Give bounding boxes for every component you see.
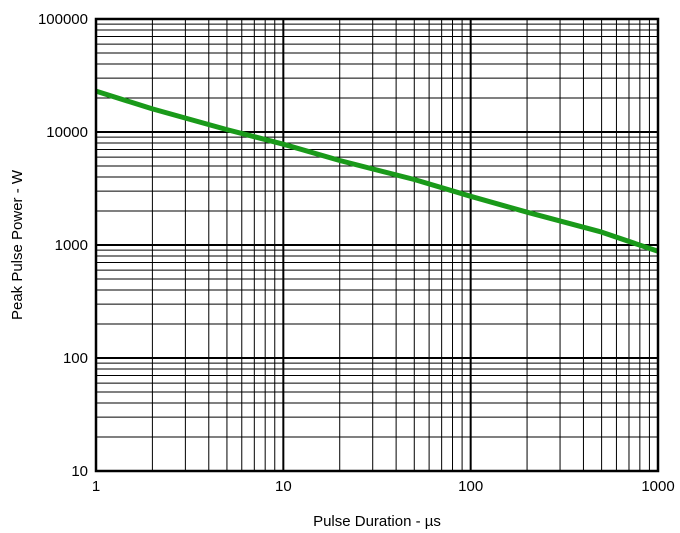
y-tick-label: 10000	[46, 124, 88, 141]
x-tick-label: 1	[92, 478, 100, 495]
x-tick-label: 10	[275, 478, 292, 495]
y-tick-label: 10	[71, 463, 88, 480]
x-tick-labels: 1 10 100 1000	[92, 478, 675, 495]
x-tick-label: 100	[458, 478, 483, 495]
y-tick-label: 100000	[38, 11, 88, 28]
x-axis-label: Pulse Duration - µs	[313, 513, 441, 530]
grid-lines	[96, 19, 658, 471]
series-group	[95, 88, 659, 254]
series-line-1	[95, 88, 659, 254]
plot-frame	[94, 17, 660, 473]
x-tick-label: 1000	[641, 478, 674, 495]
y-tick-label: 100	[63, 350, 88, 367]
y-tick-labels: 10 100 1000 10000 100000	[38, 11, 88, 480]
y-axis-label: Peak Pulse Power - W	[9, 169, 26, 320]
y-tick-label: 1000	[55, 237, 88, 254]
